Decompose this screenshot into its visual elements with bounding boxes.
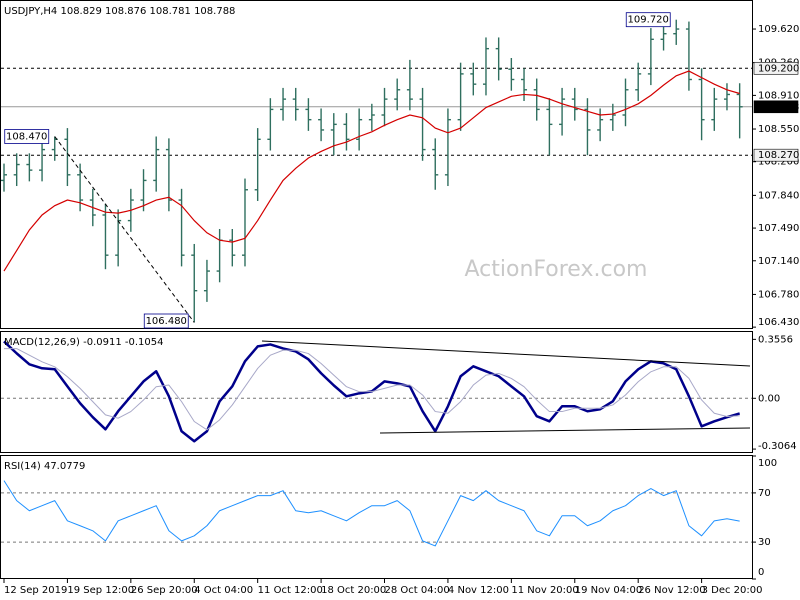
- x-tick-label: 4 Oct 04:00: [194, 585, 253, 596]
- macd-panel-frame: [0, 331, 753, 453]
- y-tick-label: -0.3064: [758, 441, 797, 452]
- x-tick-label: 26 Sep 20:00: [131, 585, 198, 596]
- y-tick-label: 0.00: [758, 393, 780, 404]
- watermark: ActionForex.com: [465, 257, 648, 282]
- swing-line: [54, 136, 195, 323]
- y-tick-label: 100: [758, 458, 777, 469]
- trend-line: [379, 427, 751, 434]
- x-tick-label: 19 Nov 04:00: [575, 585, 642, 596]
- y-tick-label: 108.910: [758, 90, 799, 101]
- level-label: 108.788: [758, 102, 799, 113]
- x-tick-label: 12 Sep 2019: [4, 585, 67, 596]
- y-tick-label: 30: [758, 537, 771, 548]
- annotation-box: [625, 12, 671, 28]
- y-tick-label: 0: [758, 567, 764, 578]
- y-tick-label: 106.430: [758, 317, 799, 328]
- annotation-box: [143, 313, 189, 329]
- annotation-box: [4, 129, 50, 144]
- y-tick-label: 107.840: [758, 190, 799, 201]
- y-tick-label: 0.3556: [758, 334, 793, 345]
- x-tick-label: 3 Dec 20:00: [702, 585, 763, 596]
- panel-title: RSI(14) 47.0779: [4, 461, 85, 472]
- level-label-box: [753, 148, 799, 162]
- y-tick-label: 109.620: [758, 24, 799, 35]
- trend-line: [261, 340, 751, 367]
- x-tick-label: 4 Nov 12:00: [448, 585, 509, 596]
- x-tick-label: 11 Nov 20:00: [511, 585, 578, 596]
- plot-layer: ActionForex.com: [1, 19, 752, 547]
- rsi-panel-frame: [0, 455, 753, 579]
- y-tick-label: 107.490: [758, 223, 799, 234]
- y-tick-label: 107.140: [758, 256, 799, 267]
- y-tick-label: 106.780: [758, 289, 799, 300]
- annotation-label: 109.720: [628, 15, 669, 26]
- level-label-box: [753, 61, 799, 75]
- panel-title: MACD(12,26,9) -0.0911 -0.1054: [4, 337, 164, 348]
- x-tick-label: 28 Oct 04:00: [385, 585, 450, 596]
- moving-average: [3, 70, 740, 272]
- annotation-label: 106.480: [146, 316, 187, 327]
- x-tick-label: 11 Oct 12:00: [258, 585, 323, 596]
- indicator-line: [4, 348, 740, 431]
- x-tick-label: 26 Nov 12:00: [638, 585, 705, 596]
- level-label: 109.200: [758, 63, 799, 74]
- y-tick-label: 70: [758, 488, 771, 499]
- indicator-line: [3, 480, 740, 547]
- annotation-label: 108.470: [6, 131, 47, 142]
- x-tick-label: 18 Oct 20:00: [321, 585, 386, 596]
- y-tick-label: 108.200: [758, 157, 799, 168]
- price-panel-frame: [0, 0, 753, 329]
- level-label-box: [753, 100, 799, 114]
- y-tick-label: 108.550: [758, 124, 799, 135]
- level-label: 108.270: [758, 150, 799, 161]
- panel-title: USDJPY,H4 108.829 108.876 108.781 108.78…: [4, 6, 235, 17]
- x-tick-label: 19 Sep 12:00: [67, 585, 134, 596]
